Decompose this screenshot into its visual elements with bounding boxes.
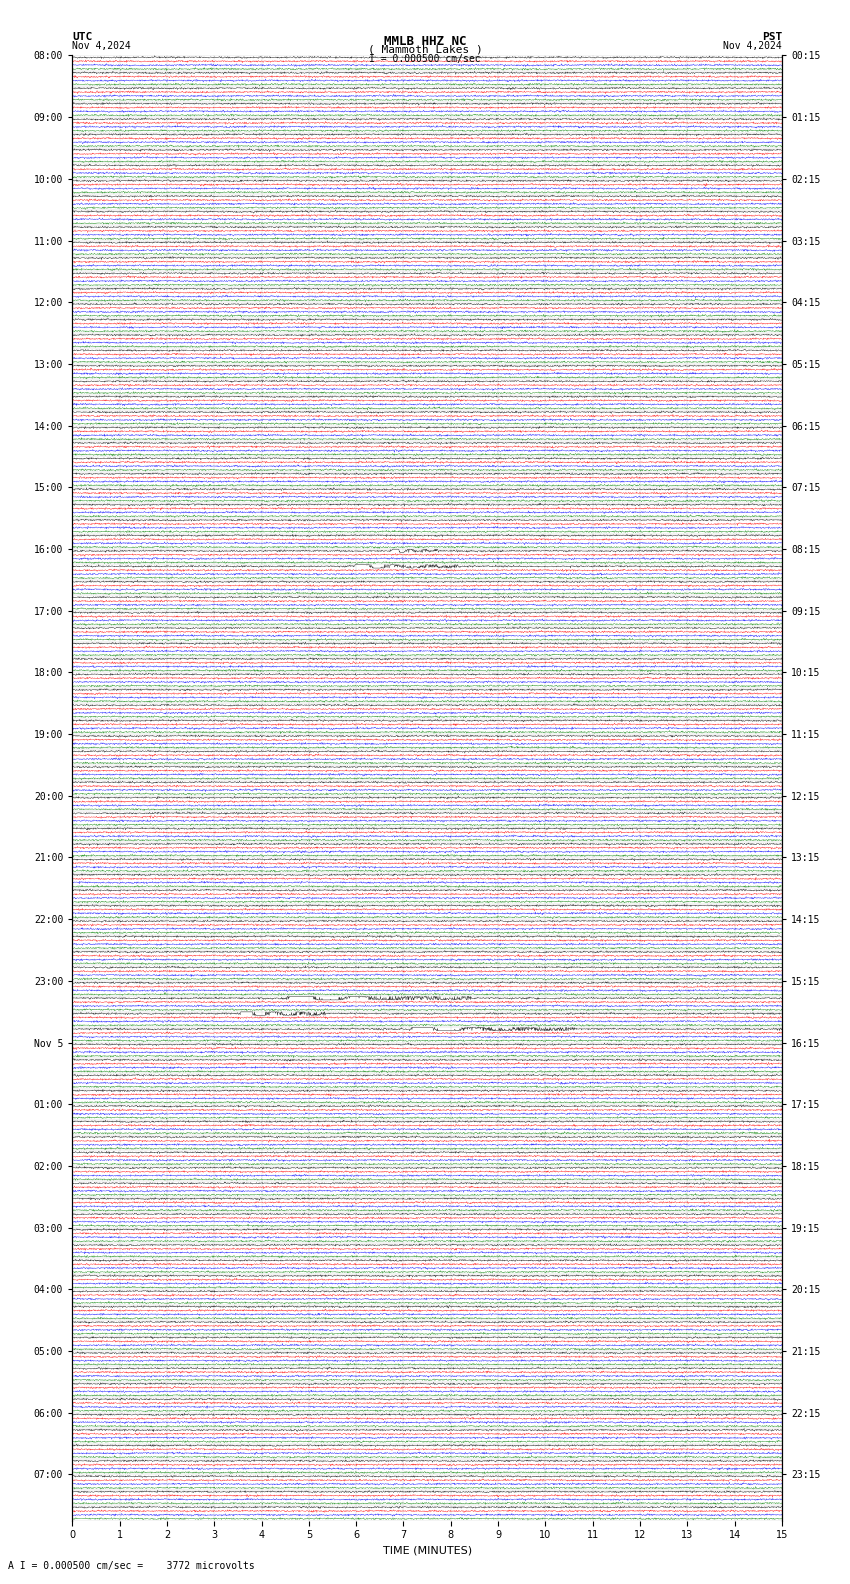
Text: Nov 4,2024: Nov 4,2024	[72, 41, 131, 51]
Text: I = 0.000500 cm/sec: I = 0.000500 cm/sec	[369, 54, 481, 63]
Text: PST: PST	[762, 32, 782, 41]
X-axis label: TIME (MINUTES): TIME (MINUTES)	[382, 1546, 472, 1555]
Text: A I = 0.000500 cm/sec =    3772 microvolts: A I = 0.000500 cm/sec = 3772 microvolts	[8, 1562, 255, 1571]
Text: MMLB HHZ NC: MMLB HHZ NC	[383, 35, 467, 48]
Text: UTC: UTC	[72, 32, 93, 41]
Text: Nov 4,2024: Nov 4,2024	[723, 41, 782, 51]
Text: ( Mammoth Lakes ): ( Mammoth Lakes )	[367, 44, 483, 54]
